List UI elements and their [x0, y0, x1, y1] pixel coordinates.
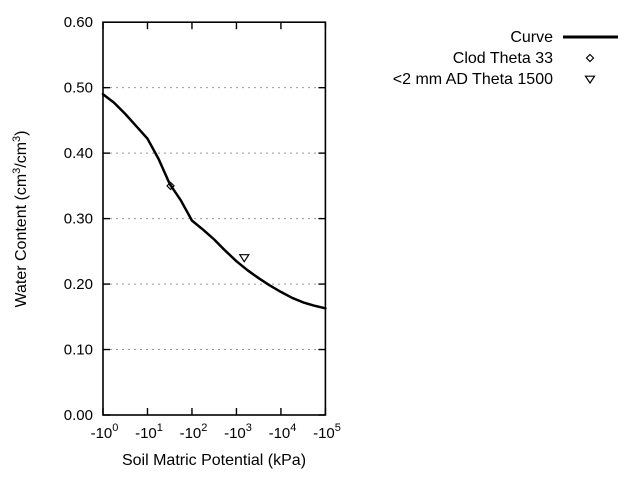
legend-label-ad-theta-1500: <2 mm AD Theta 1500 [393, 71, 553, 88]
y-tick-label: 0.20 [64, 276, 93, 293]
tickmarks-layer [102, 21, 327, 416]
x-tick-label: -103 [224, 422, 252, 442]
legend-triangle-down-marker-icon [584, 75, 596, 85]
gridlines-layer [104, 87, 325, 351]
legend-label-curve: Curve [510, 29, 553, 46]
open-diamond-data-marker [166, 181, 175, 191]
open-triangle-down-data-marker [238, 254, 250, 263]
x-axis-tick-labels: -100 -101 -102 -103 -104 -105 [91, 422, 341, 442]
legend-label-clod-theta-33: Clod Theta 33 [453, 50, 553, 67]
legend-diamond-marker-icon [585, 53, 595, 63]
retention-curve [101, 92, 327, 310]
x-tick-label: -105 [313, 422, 341, 442]
y-tick-label: 0.00 [64, 407, 93, 424]
scatter-markers-layer [166, 181, 250, 263]
y-tick-label: 0.40 [64, 145, 93, 162]
y-axis-title: Water Content (cm3/cm3) [11, 130, 30, 307]
x-tick-label: -100 [91, 422, 119, 442]
y-axis-tick-labels: 0.00 0.10 0.20 0.30 0.40 0.50 0.60 [64, 14, 93, 424]
x-tick-label: -102 [180, 422, 208, 442]
x-tick-label: -101 [135, 422, 163, 442]
curve-layer [101, 92, 327, 310]
legend: Curve Clod Theta 33 <2 mm AD Theta 1500 [393, 29, 618, 88]
y-tick-label: 0.10 [64, 342, 93, 359]
y-tick-label: 0.60 [64, 14, 93, 31]
y-tick-label: 0.30 [64, 211, 93, 228]
x-tick-label: -104 [269, 422, 297, 442]
y-tick-label: 0.50 [64, 80, 93, 97]
plot-border [102, 21, 327, 416]
x-axis-title: Soil Matric Potential (kPa) [122, 452, 306, 469]
